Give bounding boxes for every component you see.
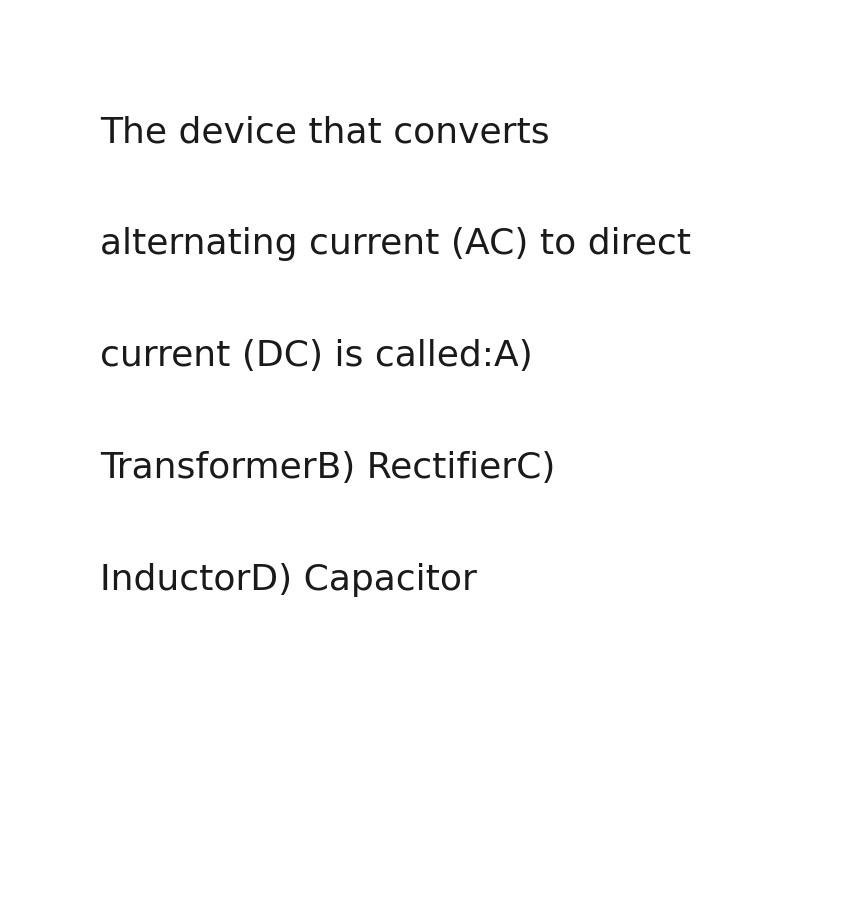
Text: InductorD) Capacitor: InductorD) Capacitor (100, 562, 477, 596)
Text: alternating current (AC) to direct: alternating current (AC) to direct (100, 226, 691, 261)
Text: TransformerB) RectifierC): TransformerB) RectifierC) (100, 450, 555, 484)
Text: The device that converts: The device that converts (100, 115, 549, 149)
Text: current (DC) is called:A): current (DC) is called:A) (100, 338, 533, 373)
